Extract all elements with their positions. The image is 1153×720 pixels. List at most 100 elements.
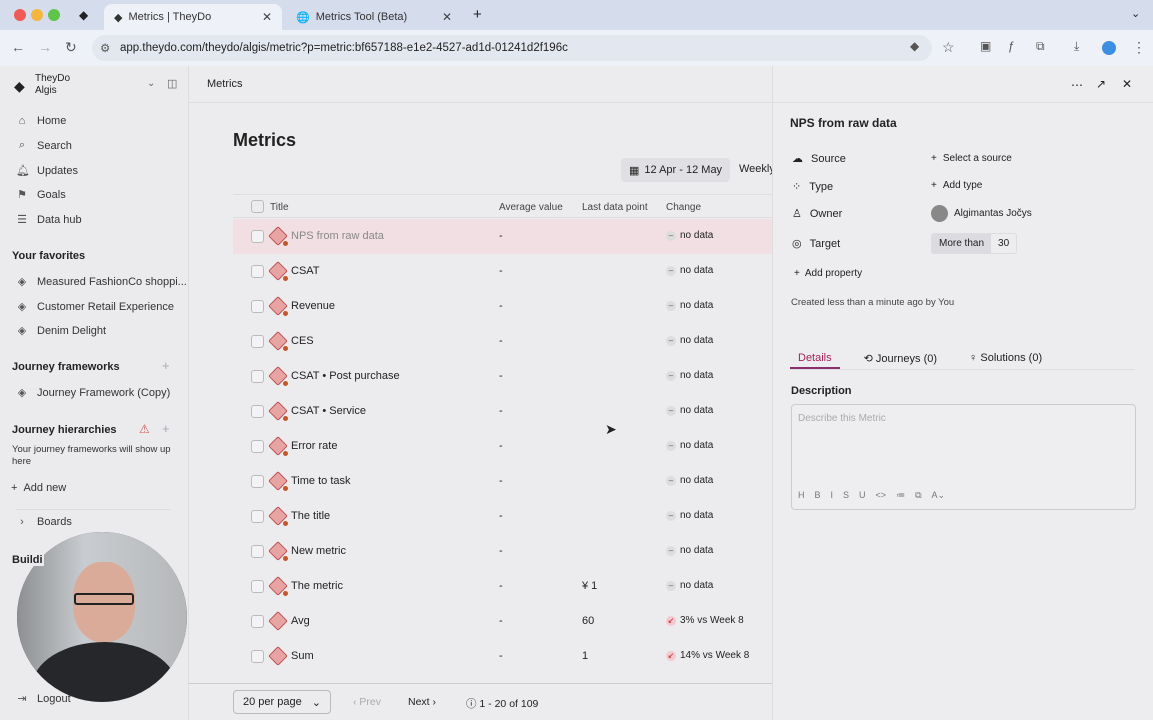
tab-metrics-theydo[interactable]: ◆ Metrics | TheyDo ✕ bbox=[104, 4, 282, 30]
workspace-switcher[interactable]: TheyDo Algis bbox=[35, 73, 70, 97]
download-icon[interactable]: ⤓ bbox=[1074, 39, 1080, 53]
table-row[interactable]: Sum - 1 ↙ 14% vs Week 8 bbox=[233, 639, 772, 674]
site-settings-icon[interactable]: ⚙ bbox=[100, 43, 111, 55]
format-tool-button[interactable]: S bbox=[843, 490, 850, 500]
camera-icon[interactable]: ▣ bbox=[980, 39, 992, 53]
row-checkbox[interactable] bbox=[251, 545, 264, 558]
row-checkbox[interactable] bbox=[251, 440, 264, 453]
close-tab-icon[interactable]: ✕ bbox=[441, 10, 452, 24]
pinned-tab-theydo-icon[interactable]: ◆ bbox=[79, 8, 89, 22]
prev-page-button[interactable]: ‹ Prev bbox=[353, 696, 382, 708]
favorite-item[interactable]: ◈ Measured FashionCo shoppi... bbox=[16, 275, 187, 289]
column-average[interactable]: Average value bbox=[499, 202, 563, 213]
target-operator[interactable]: More than bbox=[932, 234, 992, 253]
column-change[interactable]: Change bbox=[666, 202, 702, 213]
add-new-button[interactable]: + Add new bbox=[11, 482, 66, 494]
tab-journeys[interactable]: ⟲ Journeys (0) bbox=[856, 348, 945, 369]
add-framework-button[interactable]: + bbox=[162, 358, 170, 373]
sidebar-item-updates[interactable]: 🔔︎ Updates bbox=[16, 164, 78, 178]
row-checkbox[interactable] bbox=[251, 615, 264, 628]
sidebar-item-home[interactable]: ⌂ Home bbox=[16, 115, 67, 127]
table-row[interactable]: The metric - ¥ 1 – no data bbox=[233, 569, 772, 604]
row-checkbox[interactable] bbox=[251, 230, 264, 243]
add-type-button[interactable]: + Add type bbox=[931, 180, 982, 191]
table-row[interactable]: Avg - 60 ↙ 3% vs Week 8 bbox=[233, 604, 772, 639]
profile-avatar[interactable] bbox=[1102, 41, 1116, 55]
warning-icon[interactable]: ⚠ bbox=[139, 422, 150, 436]
select-source-button[interactable]: + Select a source bbox=[931, 153, 1012, 164]
table-row[interactable]: CES - – no data bbox=[233, 324, 772, 359]
metric-title[interactable]: NPS from raw data bbox=[790, 116, 897, 130]
target-number[interactable]: 30 bbox=[998, 238, 1010, 249]
webcam-overlay[interactable] bbox=[17, 532, 187, 702]
row-checkbox[interactable] bbox=[251, 580, 264, 593]
reload-button[interactable]: ↻ bbox=[65, 39, 77, 55]
figma-extension-icon[interactable]: ƒ bbox=[1008, 39, 1015, 53]
add-hierarchy-button[interactable]: + bbox=[162, 421, 170, 436]
favorite-item[interactable]: ◈ Customer Retail Experience bbox=[16, 300, 174, 314]
forward-button[interactable]: → bbox=[38, 39, 52, 55]
date-range-picker[interactable]: ▦ 12 Apr - 12 May bbox=[621, 158, 731, 182]
row-checkbox[interactable] bbox=[251, 265, 264, 278]
next-page-button[interactable]: Next › bbox=[408, 696, 437, 708]
format-tool-button[interactable]: ≔ bbox=[896, 490, 906, 500]
format-tool-button[interactable]: B bbox=[814, 490, 821, 500]
bookmark-star-icon[interactable]: ☆ bbox=[942, 39, 955, 55]
row-checkbox[interactable] bbox=[251, 335, 264, 348]
browser-menu-icon[interactable]: ⋮ bbox=[1132, 39, 1146, 55]
column-title[interactable]: Title bbox=[270, 202, 289, 213]
table-row[interactable]: Time to task - – no data bbox=[233, 464, 772, 499]
more-options-icon[interactable]: ⋯ bbox=[1071, 78, 1083, 92]
row-checkbox[interactable] bbox=[251, 510, 264, 523]
minimize-window-button[interactable] bbox=[31, 9, 43, 21]
table-row[interactable]: CSAT - – no data bbox=[233, 254, 772, 289]
sidebar-item-boards[interactable]: › Boards bbox=[16, 516, 72, 528]
maximize-window-button[interactable] bbox=[48, 9, 60, 21]
tab-metrics-tool[interactable]: 🌐 Metrics Tool (Beta) ✕ bbox=[286, 4, 462, 30]
row-checkbox[interactable] bbox=[251, 370, 264, 383]
table-row[interactable]: NPS from raw data - – no data bbox=[233, 219, 772, 254]
row-checkbox[interactable] bbox=[251, 650, 264, 663]
target-value[interactable]: More than 30 bbox=[931, 233, 1018, 254]
table-row[interactable]: Revenue - – no data bbox=[233, 289, 772, 324]
sidebar-item-search[interactable]: ⌕ Search bbox=[16, 139, 72, 152]
table-row[interactable]: Error rate - – no data bbox=[233, 429, 772, 464]
interval-select[interactable]: Weekly bbox=[739, 163, 775, 175]
table-row[interactable]: CSAT • Service - – no data bbox=[233, 394, 772, 429]
select-all-checkbox[interactable] bbox=[251, 200, 264, 213]
tab-list-button[interactable]: ⌄ bbox=[1131, 8, 1141, 20]
row-checkbox[interactable] bbox=[251, 405, 264, 418]
owner-value[interactable]: Algimantas Jočys bbox=[931, 205, 1032, 222]
per-page-select[interactable]: 20 per page ⌄ bbox=[233, 690, 331, 714]
close-panel-icon[interactable]: ✕ bbox=[1122, 77, 1133, 91]
breadcrumb[interactable]: Metrics bbox=[207, 78, 243, 90]
table-row[interactable]: CSAT • Post purchase - – no data bbox=[233, 359, 772, 394]
framework-item[interactable]: ◈ Journey Framework (Copy) bbox=[16, 386, 171, 400]
format-tool-button[interactable]: A⌄ bbox=[931, 490, 946, 500]
format-tool-button[interactable]: H bbox=[798, 490, 805, 500]
format-tool-button[interactable]: ⧉ bbox=[915, 490, 922, 500]
table-row[interactable]: New metric - – no data bbox=[233, 534, 772, 569]
new-tab-button[interactable]: + bbox=[473, 6, 482, 23]
back-button[interactable]: ← bbox=[11, 39, 25, 55]
format-tool-button[interactable]: I bbox=[830, 490, 834, 500]
tab-details[interactable]: Details bbox=[790, 348, 840, 369]
url-input[interactable]: ⚙ app.theydo.com/theydo/algis/metric?p=me… bbox=[92, 35, 932, 61]
sidebar-item-goals[interactable]: ⚑ Goals bbox=[16, 188, 66, 202]
chevron-down-icon[interactable]: ⌄ bbox=[147, 78, 156, 89]
column-last-data-point[interactable]: Last data point bbox=[582, 202, 648, 213]
close-tab-icon[interactable]: ✕ bbox=[261, 10, 272, 24]
extension-icon[interactable]: ◆ bbox=[910, 39, 920, 53]
sidebar-item-data-hub[interactable]: ☰ Data hub bbox=[16, 213, 82, 227]
add-property-button[interactable]: + Add property bbox=[794, 268, 862, 279]
table-row[interactable]: The title - – no data bbox=[233, 499, 772, 534]
format-tool-button[interactable]: <> bbox=[875, 490, 887, 500]
row-checkbox[interactable] bbox=[251, 300, 264, 313]
extensions-puzzle-icon[interactable]: ⧉ bbox=[1036, 39, 1045, 53]
description-editor[interactable]: Describe this Metric H B I S U <> ≔ ⧉ A⌄ bbox=[791, 404, 1136, 510]
row-checkbox[interactable] bbox=[251, 475, 264, 488]
tab-solutions[interactable]: ♀ Solutions (0) bbox=[961, 348, 1050, 369]
close-window-button[interactable] bbox=[14, 9, 26, 21]
collapse-sidebar-icon[interactable]: ◫ bbox=[167, 78, 178, 90]
share-icon[interactable]: ↗ bbox=[1096, 77, 1107, 91]
